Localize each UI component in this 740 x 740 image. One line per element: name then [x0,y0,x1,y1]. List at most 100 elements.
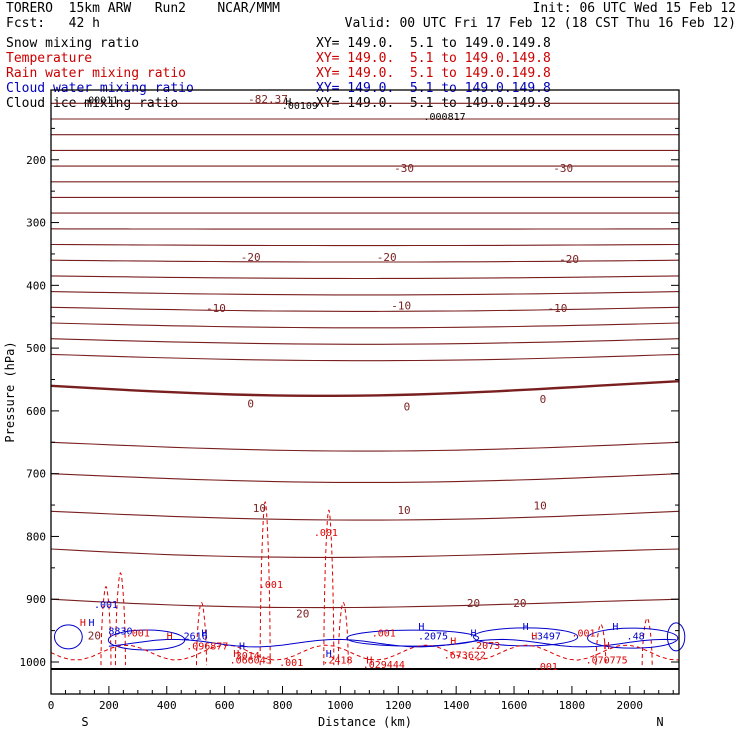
temperature-contour-line [50,598,680,609]
temperature-contour-line [50,510,680,521]
cloud-water-contour [587,627,679,649]
mixing-ratio-label: .029444 [363,660,405,671]
temperature-contour-line [50,353,680,362]
y-tick-label: 200 [26,154,46,167]
mixing-ratio-label: .001 [126,628,150,639]
temperature-contour-label: 20 [296,608,309,621]
x-tick-label: 1000 [327,699,354,712]
temperature-contour-label: 10 [253,502,266,515]
field-xy-snow: XY= 149.0. 5.1 to 149.0.149.8 [316,36,551,51]
field-name-temperature: Temperature [6,51,93,66]
mixing-ratio-label: .000817 [424,112,466,123]
x-tick-label: 600 [215,699,235,712]
high-marker: H [523,622,529,633]
x-tick-label: 800 [273,699,293,712]
temperature-contour-label: -82.37 [248,93,288,106]
mixing-ratio-label: .066043 [230,655,272,666]
x-tick-label: 0 [48,699,55,712]
cloud-water-contour [346,629,480,647]
mixing-ratio-label: .001 [314,528,338,539]
high-marker: H [471,628,477,639]
y-tick-label: 900 [26,593,46,606]
x-tick-label: 1400 [443,699,470,712]
mixing-ratio-label: 3014 [236,651,260,662]
y-tick-label: 700 [26,468,46,481]
mixing-ratio-label: .00011 [82,96,118,107]
cloud-water-contour [473,627,579,647]
temperature-contour-label: -20 [377,251,397,264]
init-time: Init: 06 UTC Wed 15 Feb 12 [532,1,737,16]
mixing-ratio-label: .001 [94,600,118,611]
mixing-ratio-label: .096877 [186,642,228,653]
axis-ticks: 0 200 400 600 800 1000 1200 1400 1600 1800 2000200… [20,127,679,712]
temperature-contour-label: 20 [467,597,480,610]
temperature-contour-label: 20 [513,597,526,610]
high-marker: H [531,632,537,643]
temperature-contour-line [50,275,680,280]
temperature-contours [50,102,680,609]
x-tick-label: 1200 [385,699,412,712]
x-tick-label: 1800 [559,699,586,712]
freezing-level-contour [50,380,680,397]
mixing-ratio-label: .2073 [470,641,500,652]
rain-water-contour-low [50,644,680,661]
mixing-ratio-label: .001 [534,662,558,673]
x-tick-label: 1600 [501,699,528,712]
valid-time: Valid: 00 UTC Fri 17 Feb 12 (18 CST Thu … [344,16,736,31]
high-marker: H [233,649,239,660]
field-xy-temperature: XY= 149.0. 5.1 to 149.0.149.8 [316,51,551,66]
x-tick-label: 400 [157,699,177,712]
temperature-contour-label: -10 [548,302,568,315]
rain-water-contour [100,586,112,666]
temperature-contour-label: -10 [391,299,411,312]
x-tick-label: 200 [99,699,119,712]
temperature-contour-label: 10 [533,500,546,513]
temperature-contour-line [50,322,680,329]
temperature-contour-line [50,243,680,247]
temperature-contour-label: -20 [241,251,261,264]
high-marker: H [285,97,291,108]
mixing-ratio-label: .070775 [586,655,628,666]
temperature-contour-line [50,291,680,296]
mixing-ratio-label: .001 [259,580,283,591]
x-axis-title: Distance (km) [318,715,412,729]
precipitation-fields [50,501,686,666]
mixing-ratio-label: .2418 [322,655,352,666]
x-tick-label: 2000 [617,699,644,712]
field-xy-cloud-water: XY= 149.0. 5.1 to 149.0.149.8 [316,81,551,96]
y-tick-label: 500 [26,342,46,355]
cloud-water-contour-line [108,638,677,648]
rain-water-contour [595,623,607,666]
forecast-hour: Fcst: 42 h [6,16,100,31]
temperature-contour-label: 20 [88,630,101,643]
temperature-contour-label: 10 [397,504,410,517]
field-name-snow: Snow mixing ratio [6,36,140,51]
plot-frame [50,89,680,695]
rain-water-contour [114,572,126,666]
temperature-contour-label: -30 [394,162,414,175]
field-name-cloud-water: Cloud water mixing ratio [6,81,194,96]
rain-water-contour [323,509,335,666]
rain-water-contour [337,601,349,666]
x-end-label-south: S [81,715,88,729]
field-xy-rain: XY= 149.0. 5.1 to 149.0.149.8 [316,66,551,81]
high-marker: H [326,649,332,660]
temperature-contour-line [50,338,680,345]
mixing-ratio-label: .001 [571,628,595,639]
temperature-contour-line [50,441,680,452]
y-tick-label: 600 [26,405,46,418]
mixing-ratio-label: .673622 [444,650,486,661]
temperature-contour-label: 0 [540,393,547,406]
mixing-ratio-label: .00109 [282,101,318,112]
high-marker: H [418,622,424,633]
rain-water-contour [259,501,271,666]
y-tick-label: 1000 [20,656,47,669]
temperature-contour-label: 0 [404,400,411,413]
mixing-ratio-label: .3497 [531,632,561,643]
high-marker: H [366,655,372,666]
high-marker: H [201,628,207,639]
temperature-contour-label: -30 [553,162,573,175]
mixing-ratio-label: 2616 [184,632,208,643]
mixing-ratio-label: 8830 [108,627,132,638]
